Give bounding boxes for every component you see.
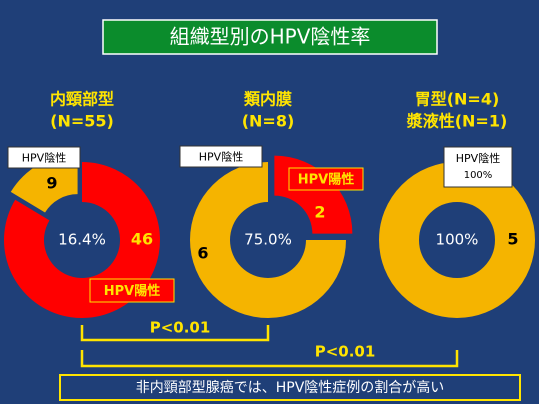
chart-title: 内頸部型 [50, 90, 114, 109]
bracket [80, 325, 270, 342]
p-value: P<0.01 [315, 343, 376, 361]
category-label: HPV陽性 [104, 283, 160, 299]
center-label: 16.4% [58, 231, 106, 249]
chart-title: 類内膜 [243, 90, 292, 109]
category-label: HPV陰性 [22, 151, 66, 165]
donut-slice [10, 154, 78, 213]
value-label: 6 [197, 244, 208, 263]
category-box [288, 167, 364, 191]
center-label: 100% [436, 231, 479, 249]
value-label: 9 [46, 174, 57, 193]
chart-title: 胃型(N=4) [415, 90, 500, 109]
bracket [80, 350, 459, 368]
value-label: 5 [507, 230, 518, 249]
category-box [443, 146, 513, 188]
slide-title: 組織型別のHPV陰性率 [170, 25, 371, 49]
chart-title: (N=55) [50, 112, 114, 131]
category-label: HPV陽性 [298, 172, 354, 188]
category-label: HPV陰性 [456, 151, 500, 165]
value-label: 46 [131, 230, 153, 249]
p-value: P<0.01 [150, 319, 211, 337]
title-box [102, 19, 438, 55]
category-box [89, 278, 175, 303]
chart-title: 漿液性(N=1) [406, 112, 508, 131]
donut-slice [190, 162, 346, 318]
category-box [179, 145, 263, 168]
category-percent: 100% [464, 170, 493, 181]
footer: 非内頸部型腺癌では、HPV陰性症例の割合が高い [136, 379, 445, 396]
chart-title: (N=8) [242, 112, 295, 131]
center-label: 75.0% [244, 231, 292, 249]
category-box [7, 146, 81, 169]
footer-box [59, 374, 521, 401]
value-label: 2 [314, 203, 325, 222]
brackets [80, 325, 459, 368]
category-label: HPV陰性 [199, 150, 243, 164]
